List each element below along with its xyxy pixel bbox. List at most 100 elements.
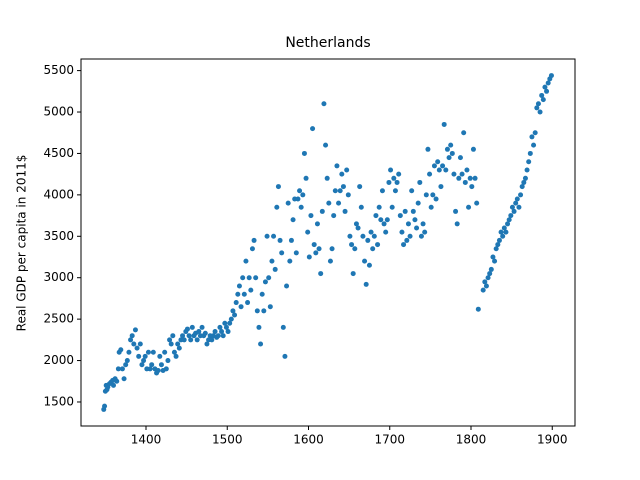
y-axis-label: Real GDP per capita in 2011$	[15, 155, 29, 332]
scatter-point	[150, 349, 156, 355]
scatter-point	[540, 97, 546, 103]
scatter-point	[350, 271, 356, 277]
scatter-point	[173, 353, 179, 359]
scatter-point	[461, 130, 467, 136]
scatter-point	[493, 246, 499, 252]
scatter-point	[145, 349, 151, 355]
scatter-point	[336, 200, 342, 206]
scatter-point	[137, 341, 143, 347]
scatter-point	[274, 204, 280, 210]
scatter-point	[459, 171, 465, 177]
scatter-point	[388, 167, 394, 173]
scatter-point	[454, 221, 460, 227]
scatter-point	[149, 362, 155, 368]
scatter-point	[272, 266, 278, 272]
x-tick-label: 1500	[212, 433, 243, 447]
scatter-point	[392, 188, 398, 194]
scatter-point	[509, 204, 515, 210]
scatter-point	[254, 308, 260, 314]
scatter-point	[248, 287, 254, 293]
scatter-point	[485, 275, 491, 281]
scatter-point	[389, 204, 395, 210]
scatter-point	[267, 304, 273, 310]
scatter-point	[501, 225, 507, 231]
scatter-point	[171, 349, 177, 355]
scatter-point	[287, 258, 293, 264]
scatter-point	[168, 341, 174, 347]
y-tick-label: 5500	[43, 63, 74, 77]
scatter-point	[451, 171, 457, 177]
scatter-point	[410, 208, 416, 214]
scatter-point	[522, 175, 528, 181]
scatter-point	[262, 279, 268, 285]
scatter-point	[518, 192, 524, 198]
scatter-point	[194, 337, 200, 343]
scatter-point	[115, 366, 121, 372]
scatter-point	[327, 258, 333, 264]
scatter-point	[340, 184, 346, 190]
scatter-point	[513, 200, 519, 206]
scatter-point	[204, 341, 210, 347]
scatter-point	[277, 237, 283, 243]
scatter-point	[129, 333, 135, 339]
scatter-point	[271, 233, 277, 239]
scatter-point	[233, 300, 239, 306]
scatter-point	[235, 291, 241, 297]
scatter-point	[430, 192, 436, 198]
scatter-point	[440, 163, 446, 169]
scatter-point	[446, 155, 452, 161]
scatter-point	[290, 217, 296, 223]
scatter-point	[438, 184, 444, 190]
scatter-point	[456, 175, 462, 181]
scatter-point	[209, 337, 215, 343]
scatter-point	[401, 242, 407, 248]
scatter-point	[404, 237, 410, 243]
scatter-point	[189, 324, 195, 330]
scatter-point	[139, 362, 145, 368]
scatter-point	[508, 213, 514, 219]
scatter-point	[365, 237, 371, 243]
scatter-point	[339, 171, 345, 177]
scatter-point	[184, 326, 190, 332]
scatter-point	[529, 134, 535, 140]
scatter-point	[316, 246, 322, 252]
scatter-point	[225, 329, 231, 335]
scatter-point	[423, 192, 429, 198]
scatter-point	[534, 105, 540, 111]
scatter-point	[537, 109, 543, 115]
scatter-point	[329, 246, 335, 252]
scatter-point	[376, 204, 382, 210]
y-tick-label: 5000	[43, 105, 74, 119]
scatter-point	[516, 204, 522, 210]
scatter-point	[259, 291, 265, 297]
scatter-point	[295, 196, 301, 202]
scatter-point	[241, 291, 247, 297]
scatter-point	[472, 175, 478, 181]
scatter-point	[227, 320, 233, 326]
plot-frame	[80, 58, 576, 427]
scatter-point	[142, 353, 148, 359]
scatter-point	[349, 242, 355, 248]
scatter-point	[124, 358, 130, 364]
scatter-point	[285, 200, 291, 206]
scatter-point	[134, 345, 140, 351]
scatter-point	[337, 188, 343, 194]
scatter-point	[158, 362, 164, 368]
scatter-point	[323, 142, 329, 148]
scatter-point	[186, 333, 192, 339]
x-tick-label: 1900	[537, 433, 568, 447]
scatter-point	[441, 121, 447, 127]
scatter-point	[303, 175, 309, 181]
scatter-point	[490, 254, 496, 260]
scatter-point	[467, 175, 473, 181]
scatter-point	[535, 101, 541, 107]
scatter-point	[297, 188, 303, 194]
scatter-point	[412, 217, 418, 223]
scatter-point	[334, 163, 340, 169]
scatter-point	[223, 324, 229, 330]
scatter-point	[326, 200, 332, 206]
scatter-point	[170, 333, 176, 339]
scatter-point	[495, 242, 501, 248]
scatter-point	[228, 316, 234, 322]
